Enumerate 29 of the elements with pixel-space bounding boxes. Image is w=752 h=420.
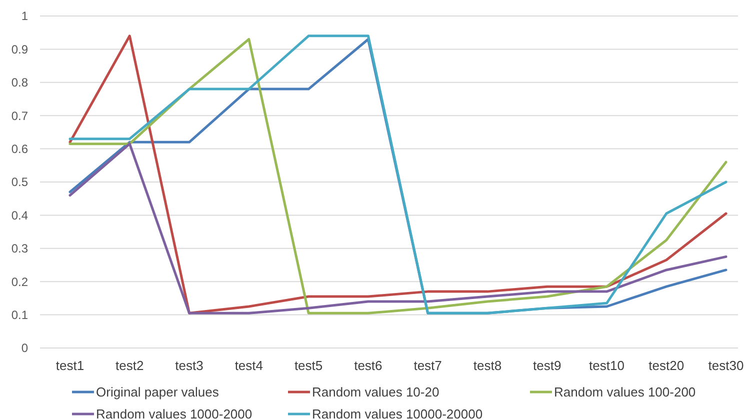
y-tick-label: 1 bbox=[21, 9, 28, 24]
y-tick-label: 0.6 bbox=[11, 142, 28, 156]
legend-label: Original paper values bbox=[96, 384, 220, 400]
y-tick-label: 0.7 bbox=[11, 108, 28, 123]
y-tick-label: 0 bbox=[21, 341, 28, 356]
x-tick-label: test3 bbox=[175, 358, 204, 373]
y-tick-label: 0.4 bbox=[11, 208, 28, 222]
y-tick-label: 0.1 bbox=[11, 308, 28, 322]
x-tick-label: test2 bbox=[116, 358, 144, 373]
y-tick-label: 0.9 bbox=[11, 42, 28, 56]
x-tick-label: test9 bbox=[532, 358, 562, 373]
legend-label: Random values 100-200 bbox=[554, 384, 696, 400]
x-tick-label: test7 bbox=[414, 358, 442, 373]
x-tick-label: test4 bbox=[234, 358, 264, 373]
x-tick-label: test8 bbox=[473, 358, 502, 373]
legend-label: Random values 10000-20000 bbox=[312, 406, 483, 420]
x-tick-label: test20 bbox=[648, 358, 684, 373]
x-tick-label: test5 bbox=[294, 358, 323, 373]
y-tick-label: 0.3 bbox=[11, 242, 28, 256]
x-tick-label: test10 bbox=[589, 358, 624, 373]
legend-label: Random values 1000-2000 bbox=[96, 406, 252, 420]
y-tick-label: 0.2 bbox=[11, 274, 28, 289]
legend-label: Random values 10-20 bbox=[312, 384, 440, 400]
x-tick-label: test6 bbox=[354, 358, 382, 373]
x-tick-label: test30 bbox=[708, 358, 744, 373]
line-series bbox=[68, 142, 728, 314]
x-tick-label: test1 bbox=[56, 358, 84, 373]
y-tick-label: 0.5 bbox=[11, 175, 28, 190]
y-tick-label: 0.8 bbox=[11, 76, 28, 90]
